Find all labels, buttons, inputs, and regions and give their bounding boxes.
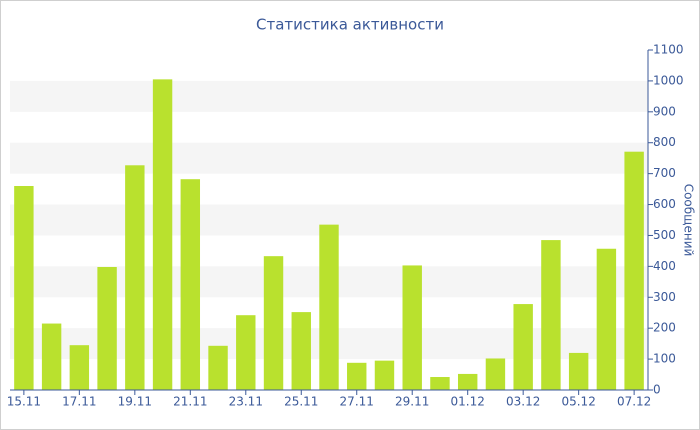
y-axis-label: Сообщений <box>682 184 696 257</box>
bar <box>263 256 284 390</box>
bar <box>319 224 339 390</box>
x-tick-label: 03.12 <box>506 395 540 409</box>
bar <box>97 266 117 390</box>
x-tick-label: 23.11 <box>229 395 263 409</box>
y-tick-label: 500 <box>653 228 676 242</box>
y-tick-label: 1100 <box>653 43 684 57</box>
y-tick-label: 400 <box>653 259 676 273</box>
x-tick-label: 27.11 <box>340 395 374 409</box>
x-tick-label: 01.12 <box>451 395 485 409</box>
bar <box>402 265 422 390</box>
bar <box>125 165 145 390</box>
x-tick-label: 21.11 <box>173 395 207 409</box>
x-tick-label: 15.11 <box>7 395 41 409</box>
bar <box>208 345 228 390</box>
y-tick-label: 0 <box>653 383 661 397</box>
bar <box>14 186 34 390</box>
bar <box>180 179 201 390</box>
bar <box>430 377 450 390</box>
x-tick-label: 07.12 <box>617 395 651 409</box>
x-tick-label: 25.11 <box>284 395 318 409</box>
y-tick-label: 300 <box>653 290 676 304</box>
bar <box>568 352 589 390</box>
y-tick-label: 100 <box>653 352 676 366</box>
bar <box>236 315 256 390</box>
chart-title: Статистика активности <box>256 16 444 34</box>
y-tick-label: 1000 <box>653 73 684 87</box>
x-tick-label: 19.11 <box>118 395 152 409</box>
x-tick-label: 05.12 <box>561 395 595 409</box>
bar <box>347 362 367 390</box>
bar <box>291 312 311 390</box>
bar <box>69 345 90 390</box>
x-tick-label: 29.11 <box>395 395 429 409</box>
bar <box>374 360 395 390</box>
bar <box>485 358 506 390</box>
bar <box>513 304 533 390</box>
bar <box>624 151 644 390</box>
y-tick-label: 600 <box>653 197 676 211</box>
y-tick-label: 700 <box>653 166 676 180</box>
bar <box>41 323 62 390</box>
bar <box>596 248 617 390</box>
y-tick-label: 800 <box>653 135 676 149</box>
bar <box>541 240 561 390</box>
x-tick-label: 17.11 <box>62 395 96 409</box>
bar <box>457 373 478 390</box>
grid-band <box>10 142 648 174</box>
y-tick-label: 900 <box>653 104 676 118</box>
grid-band <box>10 80 648 112</box>
bar <box>152 79 173 390</box>
y-tick-label: 200 <box>653 321 676 335</box>
